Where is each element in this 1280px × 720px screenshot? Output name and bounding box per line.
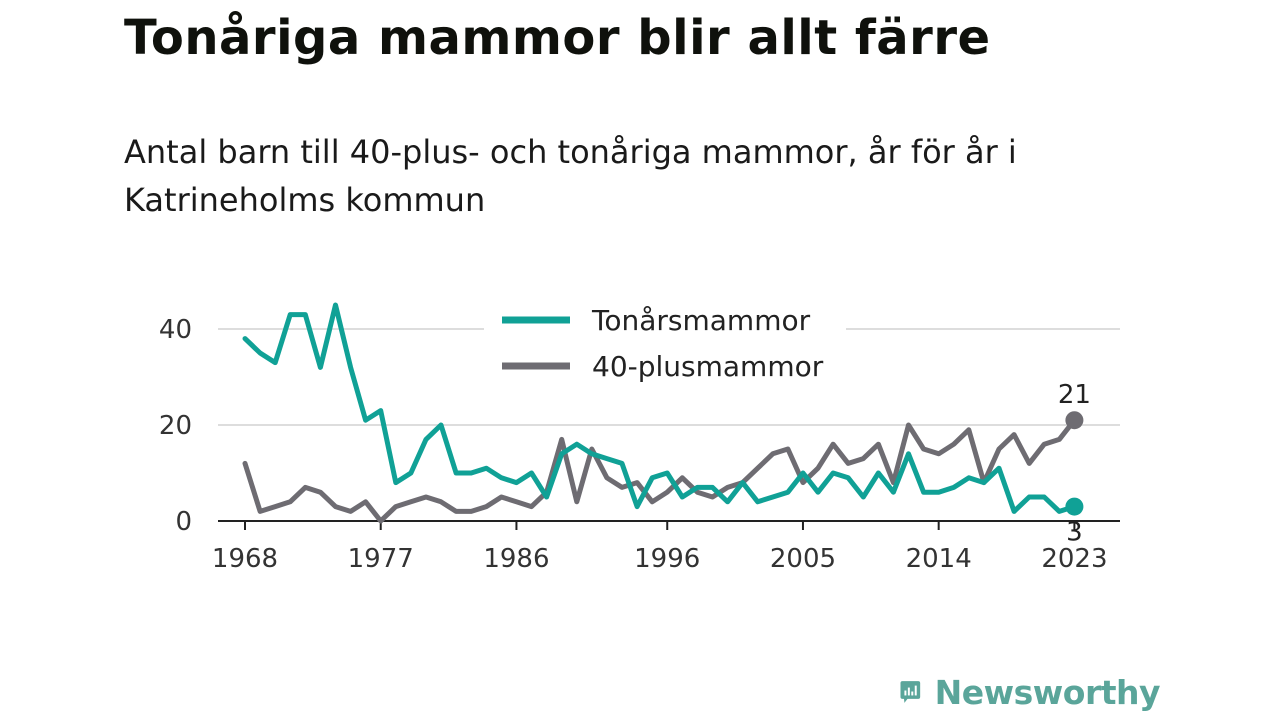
x-tick-label: 2014	[906, 544, 972, 574]
chart-title: Tonåriga mammor blir allt färre	[124, 10, 991, 66]
x-axis	[218, 520, 1120, 530]
x-tick-label: 2023	[1041, 544, 1107, 574]
x-tick-label: 2005	[770, 544, 836, 574]
end-marker-1	[1065, 411, 1084, 430]
brand-name: Newsworthy	[934, 672, 1161, 712]
series-line-0	[242, 302, 1077, 514]
series-lines	[242, 302, 1084, 524]
y-tick-label: 20	[159, 411, 192, 441]
x-tick-label: 1968	[212, 544, 278, 574]
y-tick-label: 40	[159, 315, 192, 345]
end-marker-0	[1065, 497, 1084, 516]
chart-subtitle: Antal barn till 40-plus- och tonåriga ma…	[124, 133, 1017, 219]
x-tick-label: 1986	[483, 544, 549, 574]
x-tick-label: 1977	[348, 544, 414, 574]
newsworthy-logo: Newsworthy	[900, 668, 1161, 716]
legend: Tonårsmammor 40-plusmammor	[484, 294, 846, 394]
legend-label-0: Tonårsmammor	[591, 304, 811, 337]
legend-background	[484, 294, 846, 394]
end-label-1: 21	[1058, 380, 1091, 410]
x-tick-label: 1996	[634, 544, 700, 574]
legend-label-1: 40-plusmammor	[592, 350, 824, 383]
series-line-1	[242, 417, 1077, 524]
y-tick-label: 0	[175, 507, 192, 537]
newsworthy-logo-icon	[900, 681, 921, 703]
end-label-0: 3	[1066, 518, 1083, 548]
